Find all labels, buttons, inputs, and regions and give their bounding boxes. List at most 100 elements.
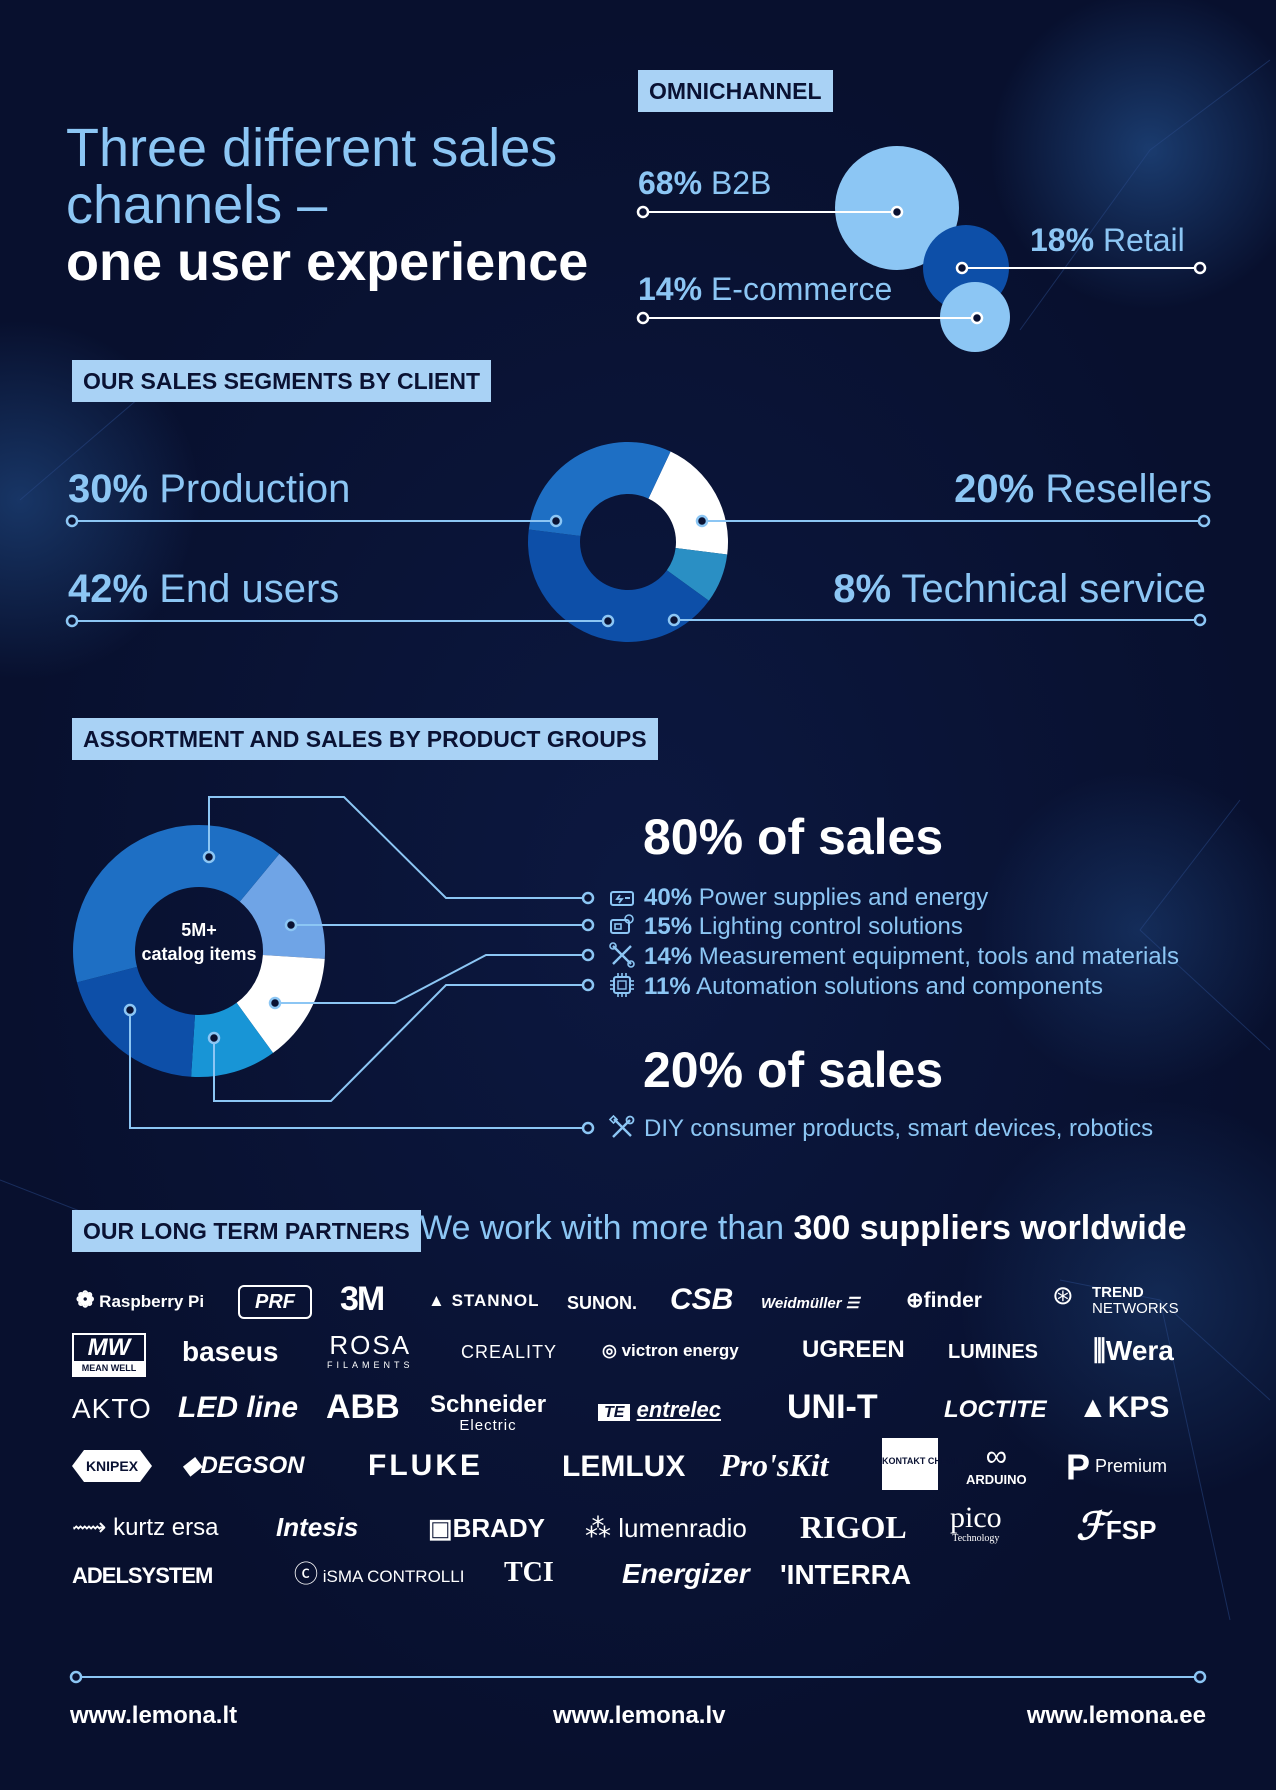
entrelec-icon: TE <box>598 1404 631 1421</box>
lighting-control-icon <box>610 914 634 934</box>
wrench-screwdriver-icon <box>608 1114 635 1138</box>
group-automation: 11% Automation solutions and components <box>644 973 1103 1000</box>
segments-tag: OUR SALES SEGMENTS BY CLIENT <box>72 360 492 402</box>
chip-icon <box>610 973 634 997</box>
logo-baseus: baseus <box>182 1336 279 1367</box>
sales-80-heading: 80% of sales <box>643 809 944 865</box>
group-diy: DIY consumer products, smart devices, ro… <box>644 1115 1154 1142</box>
premium-icon: P <box>1066 1446 1091 1488</box>
omni-item-retail: 18% Retail <box>1030 222 1185 258</box>
logo-kontakt-chemie: KONTAKT CHEMIE <box>882 1438 963 1490</box>
power-supply-icon <box>610 891 634 906</box>
logo-akto: AKTO <box>72 1393 152 1424</box>
logo-energizer: Energizer <box>622 1558 750 1589</box>
sales-20-heading: 20% of sales <box>643 1042 944 1098</box>
omni-item-ecommerce: 14% E-commerce <box>638 271 893 307</box>
isma-icon: ⓒ <box>294 1561 318 1588</box>
omnichannel-tag: OMNICHANNEL <box>638 70 833 112</box>
logo-kurtz-ersa: ⟿ kurtz ersa <box>72 1514 219 1541</box>
logo-loctite: LOCTITE <box>944 1396 1047 1423</box>
logo-knipex: KNIPEX <box>72 1450 152 1482</box>
segments-donut-slice-1 <box>666 548 728 601</box>
arduino-icon: ∞ <box>985 1440 1008 1473</box>
segment-production: 30% Production <box>68 467 351 511</box>
degson-icon: ◆ <box>182 1452 201 1479</box>
url-lt[interactable]: www.lemona.lt <box>70 1702 238 1729</box>
logo-trend-networks: ⊛ TREND NETWORKS <box>1052 1280 1179 1317</box>
logo-premium: P Premium <box>1066 1446 1168 1488</box>
logo-abb: ABB <box>326 1388 400 1426</box>
logo-creality: CREALITY <box>461 1342 558 1362</box>
headline-line1: Three different sales <box>66 118 558 178</box>
segments-donut-slice-3 <box>528 442 671 536</box>
kurtz-icon: ⟿ <box>72 1514 107 1541</box>
group-lighting: 15% Lighting control solutions <box>644 913 963 940</box>
logo-csb: CSB <box>670 1283 734 1316</box>
logo-uni-t: UNI-T <box>787 1388 878 1426</box>
brady-icon: ▣ <box>428 1513 453 1543</box>
donut-center-label: 5M+ catalog items <box>119 918 279 966</box>
logo-fluke: FLUKE <box>368 1449 483 1482</box>
fsp-icon: ℱ <box>1076 1506 1106 1548</box>
logo-lemlux: LEMLUX <box>562 1450 686 1483</box>
logo-brady: ▣BRADY <box>428 1513 546 1543</box>
segment-end-users: 42% End users <box>68 567 340 611</box>
logo-proskit: Pro'sKit <box>720 1447 829 1483</box>
logo-fsp: ℱFSP <box>1076 1506 1157 1548</box>
headline-line3: one user experience <box>66 232 589 292</box>
logo-rigol: RIGOL <box>800 1509 907 1545</box>
logo-schneider: Schneider Electric <box>430 1391 547 1434</box>
logo-finder: ⊕finder <box>906 1289 982 1312</box>
logo-weidmuller: Weidmüller ☰ <box>761 1295 860 1312</box>
center-line1: 5M+ <box>181 920 217 940</box>
logo-led-line: LED line <box>178 1391 299 1424</box>
logo-victron: ◎ victron energy <box>602 1341 739 1360</box>
assortment-donut-slice-4 <box>72 825 280 983</box>
assortment-donut-slice-3 <box>76 966 195 1077</box>
url-ee[interactable]: www.lemona.ee <box>1026 1702 1206 1729</box>
logo-lumines: LUMINES <box>948 1341 1038 1363</box>
assortment-tag: ASSORTMENT AND SALES BY PRODUCT GROUPS <box>72 718 658 760</box>
logo-wera: ⫼Wera <box>1093 1335 1174 1366</box>
logo-isma: ⓒ iSMA CONTROLLI <box>294 1561 465 1588</box>
partners-tag: OUR LONG TERM PARTNERS <box>72 1210 421 1252</box>
tools-icon <box>609 942 635 968</box>
logo-mean-well: MW MEAN WELL <box>72 1333 146 1377</box>
logo-3m: 3M <box>340 1280 385 1318</box>
logo-stannol: ▲ STANNOL <box>428 1291 540 1310</box>
group-measurement: 14% Measurement equipment, tools and mat… <box>644 943 1179 970</box>
kps-icon: ▲ <box>1078 1391 1108 1424</box>
assortment-donut-chart <box>72 796 595 1135</box>
omnichannel-bubbles <box>636 146 1207 352</box>
logo-kps: ▲KPS <box>1078 1391 1170 1424</box>
segment-technical-service: 8% Technical service <box>833 567 1206 611</box>
logo-lumenradio: ⁂ lumenradio <box>585 1513 747 1543</box>
url-lv[interactable]: www.lemona.lv <box>553 1702 726 1729</box>
logo-prf: PRF <box>238 1285 312 1319</box>
logo-ugreen: UGREEN <box>802 1336 905 1363</box>
segments-donut-slice-2 <box>528 529 709 642</box>
headline-line2: channels – <box>66 175 328 235</box>
logo-interra: 'INTERRA <box>780 1559 912 1590</box>
assortment-donut-slice-2 <box>191 1002 274 1077</box>
logo-entrelec: TE entrelec <box>598 1396 721 1427</box>
lumenradio-icon: ⁂ <box>585 1513 611 1543</box>
logo-tci: TCI <box>504 1557 554 1588</box>
group-power-supplies: 40% Power supplies and energy <box>644 884 989 911</box>
logo-arduino: ∞ ARDUINO <box>966 1440 1027 1488</box>
logo-intesis: Intesis <box>276 1512 359 1542</box>
assortment-donut-slice-0 <box>239 853 325 959</box>
omni-item-b2b: 68% B2B <box>638 165 772 201</box>
footer-divider <box>69 1670 1207 1684</box>
partners-statement: We work with more than 300 suppliers wor… <box>420 1209 1187 1247</box>
trend-icon: ⊛ <box>1052 1280 1074 1310</box>
logo-sunon: SUNON. <box>567 1293 638 1313</box>
logo-adelsystem: ADELSYSTEM <box>72 1563 213 1588</box>
logo-pico: pico Technology <box>950 1501 1002 1545</box>
wera-icon: ⫼ <box>1093 1335 1106 1366</box>
center-line2: catalog items <box>141 944 257 964</box>
victron-icon: ◎ <box>602 1341 617 1360</box>
logo-degson: ◆DEGSON <box>182 1452 305 1479</box>
segment-resellers: 20% Resellers <box>954 467 1212 511</box>
